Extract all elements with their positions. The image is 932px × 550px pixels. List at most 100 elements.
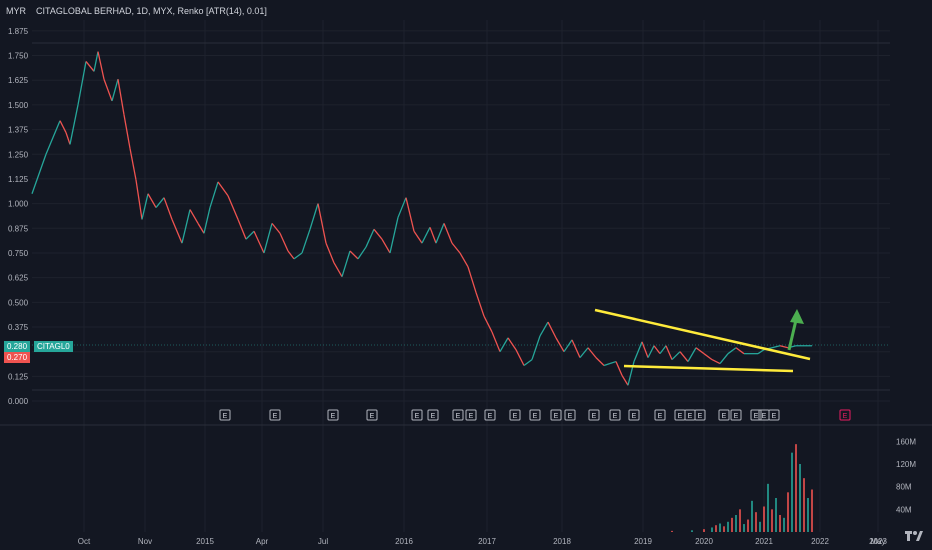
time-tick-label: 2022	[811, 537, 829, 546]
price-segment	[443, 223, 453, 244]
earnings-marker-label: E	[772, 413, 777, 420]
tradingview-logo-icon	[905, 528, 923, 544]
price-segment	[523, 359, 533, 367]
earnings-marker-label: E	[370, 413, 375, 420]
volume-bar	[731, 517, 733, 532]
prev-price-badge: 0.270	[4, 352, 31, 363]
price-tick-label: 0.750	[8, 249, 29, 258]
volume-bar	[751, 500, 753, 532]
price-segment	[507, 337, 517, 351]
price-segment	[293, 252, 303, 260]
earnings-marker-label: E	[223, 413, 228, 420]
time-tick-label: 2021	[755, 537, 773, 546]
price-segment	[633, 341, 643, 362]
price-segment	[421, 227, 431, 244]
price-tick-label: 1.500	[8, 101, 29, 110]
price-segment	[181, 209, 191, 244]
price-segment	[711, 359, 721, 365]
price-segment	[779, 345, 789, 349]
price-segment	[771, 345, 781, 349]
price-segment	[429, 227, 437, 244]
earnings-marker	[609, 409, 621, 421]
volume-bar	[807, 498, 809, 532]
price-segment	[349, 250, 359, 260]
volume-bar	[811, 489, 813, 532]
price-segment	[147, 193, 157, 208]
price-segment	[539, 321, 549, 337]
price-tick-label: 1.750	[8, 52, 29, 61]
volume-bar	[727, 521, 729, 532]
earnings-marker	[654, 409, 666, 421]
price-segment	[373, 228, 383, 240]
price-segment	[357, 246, 367, 260]
price-segment	[571, 339, 581, 358]
price-segment	[459, 252, 469, 268]
price-segment	[103, 79, 113, 102]
price-tick-label: 1.875	[8, 27, 29, 36]
volume-tick-label: 120M	[896, 460, 916, 469]
current-price: 0.280	[7, 342, 28, 351]
earnings-marker-label: E	[632, 413, 637, 420]
price-segment	[555, 337, 565, 353]
volume-tick-label: 80M	[896, 483, 912, 492]
support-trendline	[623, 364, 794, 373]
price-segment	[389, 217, 399, 254]
earnings-marker-label: E	[488, 413, 493, 420]
volume-bar	[747, 519, 749, 532]
price-segment	[59, 120, 67, 133]
price-segment	[451, 242, 461, 254]
price-segment	[197, 223, 205, 234]
earnings-marker-label: E	[734, 413, 739, 420]
earnings-marker-label: E	[754, 413, 759, 420]
earnings-marker	[588, 409, 600, 421]
earnings-marker	[529, 409, 541, 421]
chart-title: CITAGLOBAL BERHAD, 1D, MYX, Renko [ATR(1…	[36, 6, 267, 16]
price-segment	[727, 347, 737, 355]
earnings-marker-label: E	[469, 413, 474, 420]
volume-bar	[787, 492, 789, 532]
price-segment	[155, 197, 165, 208]
price-segment	[93, 51, 99, 72]
symbol-badge: CITAGL0	[34, 341, 73, 352]
earnings-marker-label: E	[456, 413, 461, 420]
time-tick-label: 2019	[634, 537, 652, 546]
price-segment	[209, 181, 219, 208]
price-segment	[217, 181, 229, 197]
price-segment	[615, 361, 623, 376]
price-segment	[641, 341, 649, 358]
earnings-marker	[465, 409, 477, 421]
price-segment	[515, 349, 525, 366]
price-segment	[263, 223, 273, 254]
earnings-marker	[327, 409, 339, 421]
price-segment	[85, 61, 95, 72]
price-tick-label: 0.125	[8, 372, 29, 381]
time-tick-label: 2015	[196, 537, 214, 546]
price-segment	[301, 229, 311, 254]
time-tick-label: Apr	[256, 537, 269, 546]
price-segment	[141, 193, 149, 220]
price-segment	[435, 223, 445, 244]
price-segment	[237, 219, 247, 240]
volume-bar	[739, 509, 741, 532]
chart-header: MYR CITAGLOBAL BERHAD, 1D, MYX, Renko [A…	[6, 6, 267, 16]
price-segment	[719, 353, 729, 364]
volume-tick-label: 40M	[896, 505, 912, 514]
earnings-marker-label: E	[554, 413, 559, 420]
price-segment	[69, 104, 79, 145]
price-segment	[97, 51, 105, 80]
earnings-marker	[550, 409, 562, 421]
earnings-marker	[768, 409, 780, 421]
volume-bar	[783, 517, 785, 532]
volume-bar	[743, 524, 745, 532]
price-segment	[333, 262, 343, 277]
price-segment	[491, 331, 501, 352]
volume-bar	[755, 512, 757, 532]
price-segment	[499, 337, 509, 353]
price-segment	[163, 197, 173, 220]
volume-bar	[715, 525, 717, 532]
price-segment	[595, 357, 605, 366]
earnings-marker	[366, 409, 378, 421]
price-segment	[405, 197, 415, 232]
